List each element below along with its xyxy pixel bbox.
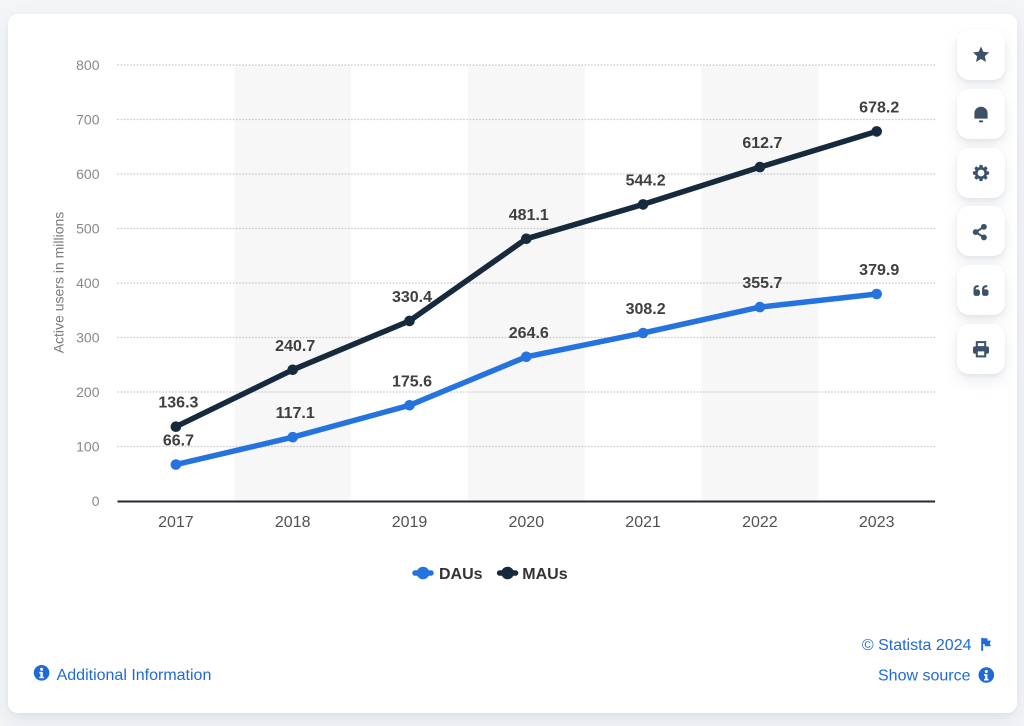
svg-text:544.2: 544.2 — [626, 172, 666, 189]
svg-text:240.7: 240.7 — [275, 338, 315, 355]
svg-text:175.6: 175.6 — [392, 373, 432, 390]
svg-text:2020: 2020 — [509, 514, 545, 531]
svg-text:481.1: 481.1 — [509, 207, 549, 224]
svg-text:612.7: 612.7 — [742, 135, 782, 152]
svg-text:700: 700 — [76, 112, 100, 128]
svg-text:136.3: 136.3 — [158, 395, 198, 412]
svg-text:400: 400 — [76, 275, 100, 291]
svg-text:500: 500 — [76, 221, 100, 237]
svg-text:MAUs: MAUs — [522, 566, 567, 583]
svg-text:2019: 2019 — [392, 514, 428, 531]
svg-text:DAUs: DAUs — [439, 566, 483, 583]
svg-text:© Statista 2024: © Statista 2024 — [862, 637, 972, 654]
svg-text:117.1: 117.1 — [276, 405, 315, 422]
svg-text:800: 800 — [76, 57, 100, 73]
svg-text:2018: 2018 — [275, 514, 311, 531]
svg-text:2022: 2022 — [742, 514, 778, 531]
svg-text:Additional Information: Additional Information — [57, 667, 212, 684]
svg-text:Show source: Show source — [878, 667, 971, 684]
svg-text:2017: 2017 — [158, 514, 194, 531]
svg-text:678.2: 678.2 — [859, 99, 899, 116]
svg-text:0: 0 — [92, 493, 100, 509]
svg-text:264.6: 264.6 — [509, 325, 549, 342]
svg-text:66.7: 66.7 — [163, 433, 194, 450]
svg-text:308.2: 308.2 — [626, 301, 666, 318]
svg-text:330.4: 330.4 — [392, 289, 432, 306]
svg-text:200: 200 — [76, 384, 100, 400]
svg-text:2021: 2021 — [625, 514, 661, 531]
svg-text:379.9: 379.9 — [859, 262, 899, 279]
svg-text:600: 600 — [76, 166, 100, 182]
svg-text:2023: 2023 — [859, 514, 895, 531]
svg-text:Active users in millions: Active users in millions — [50, 212, 66, 354]
svg-text:300: 300 — [76, 330, 100, 346]
svg-text:355.7: 355.7 — [742, 275, 782, 292]
svg-text:100: 100 — [76, 439, 100, 455]
